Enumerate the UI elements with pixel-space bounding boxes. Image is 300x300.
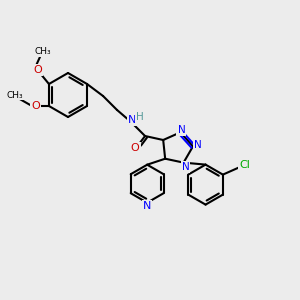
Text: CH₃: CH₃: [34, 47, 51, 56]
Text: N: N: [178, 125, 185, 135]
Text: O: O: [34, 65, 42, 75]
Text: Cl: Cl: [239, 160, 250, 170]
Text: O: O: [131, 143, 140, 153]
Text: N: N: [182, 162, 189, 172]
Text: N: N: [128, 115, 136, 125]
Text: CH₃: CH₃: [7, 91, 23, 100]
Text: O: O: [32, 101, 40, 111]
Text: H: H: [136, 112, 144, 122]
Text: N: N: [143, 201, 151, 211]
Text: N: N: [194, 140, 202, 150]
